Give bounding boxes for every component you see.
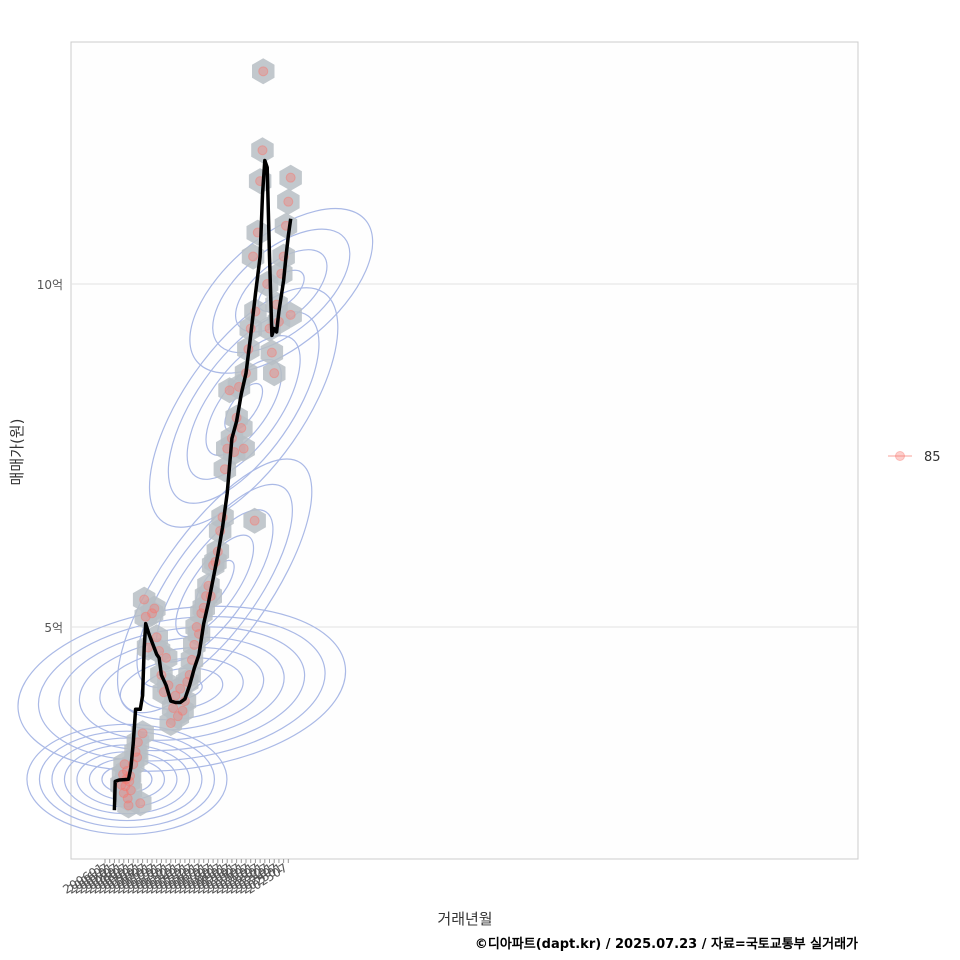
- data-point: [236, 423, 247, 434]
- legend: 85: [888, 450, 941, 465]
- hexbin-cell: [131, 720, 154, 747]
- data-point: [161, 652, 172, 663]
- data-point: [283, 196, 294, 207]
- density-contour: [37, 615, 326, 762]
- density-contour: [148, 287, 339, 528]
- data-point: [248, 251, 259, 262]
- data-point: [120, 781, 131, 792]
- y-tick-label: 5억: [44, 621, 63, 635]
- data-point: [168, 702, 179, 713]
- data-point: [122, 793, 133, 804]
- hexbin-cell: [279, 301, 302, 328]
- data-point: [135, 798, 146, 809]
- density-contour: [116, 458, 313, 714]
- data-point: [118, 788, 129, 799]
- density-contour: [186, 335, 301, 480]
- hexbin-cell: [263, 360, 286, 387]
- x-axis-ticks: 2006012006072007012007072008012008072009…: [60, 859, 290, 897]
- data-point: [123, 800, 134, 811]
- data-point: [147, 608, 158, 619]
- data-point: [257, 145, 268, 156]
- data-point: [165, 718, 176, 729]
- data-point: [137, 728, 148, 739]
- density-contour: [99, 646, 265, 731]
- panel-background: [70, 41, 859, 860]
- hexbin-cell: [272, 243, 295, 270]
- density-contour: [78, 636, 285, 741]
- data-point: [177, 705, 188, 716]
- hexbin-cell: [246, 219, 269, 246]
- caption: ©디아파트(dapt.kr) / 2025.07.23 / 자료=국토교통부 실…: [475, 936, 858, 952]
- hexbin-cell: [232, 435, 255, 462]
- data-point: [285, 309, 296, 320]
- hexbin-cell: [244, 298, 267, 325]
- data-point: [191, 622, 202, 632]
- data-point: [266, 347, 277, 358]
- hexbin-cell: [277, 188, 300, 215]
- data-point: [151, 632, 162, 643]
- density-contour: [58, 626, 306, 752]
- data-point: [285, 172, 296, 183]
- legend-label: 85: [924, 450, 941, 465]
- data-point: [189, 639, 200, 650]
- y-axis-ticks: 5억 10억: [37, 278, 63, 635]
- density-contour: [38, 730, 216, 829]
- hexbin-cell: [252, 58, 275, 85]
- data-point: [139, 594, 150, 605]
- data-point: [149, 603, 160, 614]
- hexbin-cell: [260, 339, 284, 366]
- data-point: [132, 752, 143, 763]
- hexbin-cell: [279, 164, 302, 191]
- data-point: [140, 611, 151, 622]
- data-point: [238, 443, 249, 454]
- data-point: [172, 711, 183, 722]
- data-point: [125, 785, 136, 796]
- data-point: [119, 759, 130, 770]
- y-axis-title: 매매가(원): [8, 419, 26, 486]
- y-tick-label: 10억: [37, 278, 63, 292]
- legend-point-sample: [895, 451, 905, 461]
- density-contour: [136, 483, 293, 688]
- data-point: [269, 368, 280, 379]
- density-contour: [17, 605, 347, 772]
- hexbin-cell: [143, 595, 166, 622]
- hexbin-cell: [243, 507, 266, 534]
- density-contour: [175, 534, 255, 638]
- density-contour: [167, 311, 320, 504]
- data-point: [175, 683, 186, 694]
- data-point: [249, 515, 260, 526]
- x-axis-title: 거래년월: [437, 910, 492, 928]
- data-point: [224, 385, 235, 396]
- data-point: [258, 66, 269, 77]
- hexbin-cell: [251, 137, 274, 164]
- data-point: [170, 690, 181, 701]
- trend-line: [112, 158, 293, 811]
- hexbin-cell: [129, 790, 152, 817]
